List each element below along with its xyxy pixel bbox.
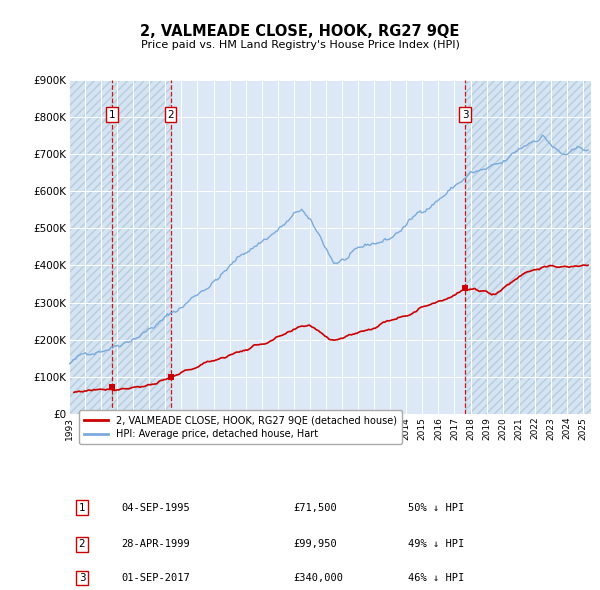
Bar bbox=[112, 80, 170, 414]
Text: 2, VALMEADE CLOSE, HOOK, RG27 9QE: 2, VALMEADE CLOSE, HOOK, RG27 9QE bbox=[140, 24, 460, 38]
Text: 46% ↓ HPI: 46% ↓ HPI bbox=[409, 573, 464, 583]
Text: 1: 1 bbox=[79, 503, 85, 513]
Text: Price paid vs. HM Land Registry's House Price Index (HPI): Price paid vs. HM Land Registry's House … bbox=[140, 40, 460, 50]
Text: 04-SEP-1995: 04-SEP-1995 bbox=[121, 503, 190, 513]
Text: 3: 3 bbox=[79, 573, 85, 583]
Text: 2: 2 bbox=[167, 110, 174, 120]
Text: 2: 2 bbox=[79, 539, 85, 549]
Text: 28-APR-1999: 28-APR-1999 bbox=[121, 539, 190, 549]
Text: 49% ↓ HPI: 49% ↓ HPI bbox=[409, 539, 464, 549]
Text: £340,000: £340,000 bbox=[293, 573, 343, 583]
Bar bbox=[465, 80, 591, 414]
Text: 3: 3 bbox=[462, 110, 469, 120]
Legend: 2, VALMEADE CLOSE, HOOK, RG27 9QE (detached house), HPI: Average price, detached: 2, VALMEADE CLOSE, HOOK, RG27 9QE (detac… bbox=[79, 411, 402, 444]
Text: 01-SEP-2017: 01-SEP-2017 bbox=[121, 573, 190, 583]
Bar bbox=[69, 80, 112, 414]
Text: £71,500: £71,500 bbox=[293, 503, 337, 513]
Text: 1: 1 bbox=[109, 110, 115, 120]
Text: 50% ↓ HPI: 50% ↓ HPI bbox=[409, 503, 464, 513]
Text: £99,950: £99,950 bbox=[293, 539, 337, 549]
